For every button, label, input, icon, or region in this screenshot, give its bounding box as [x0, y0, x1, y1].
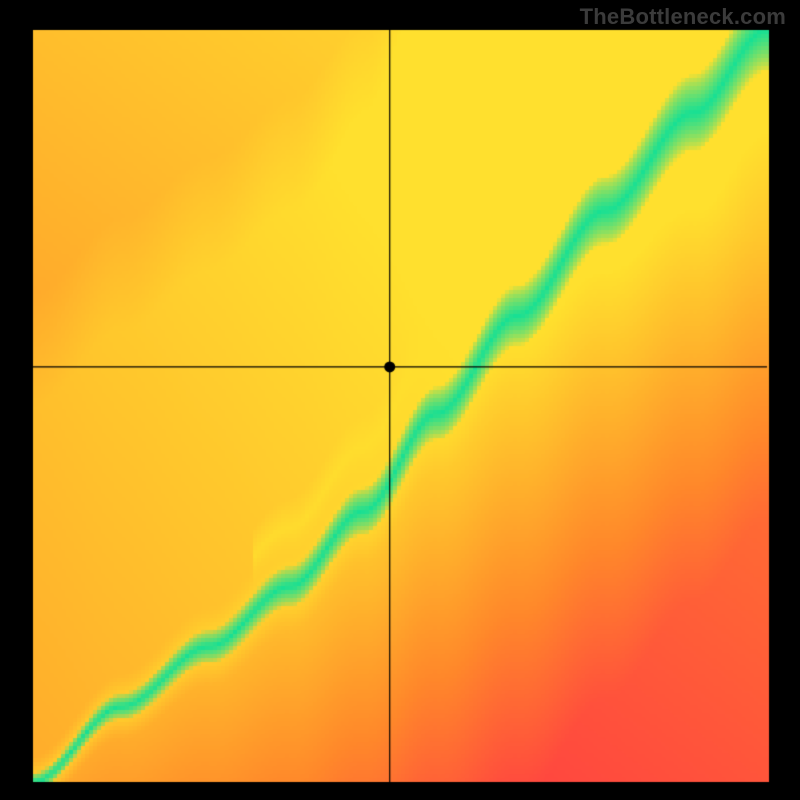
bottleneck-heatmap: [0, 0, 800, 800]
chart-container: TheBottleneck.com: [0, 0, 800, 800]
watermark-text: TheBottleneck.com: [580, 4, 786, 30]
